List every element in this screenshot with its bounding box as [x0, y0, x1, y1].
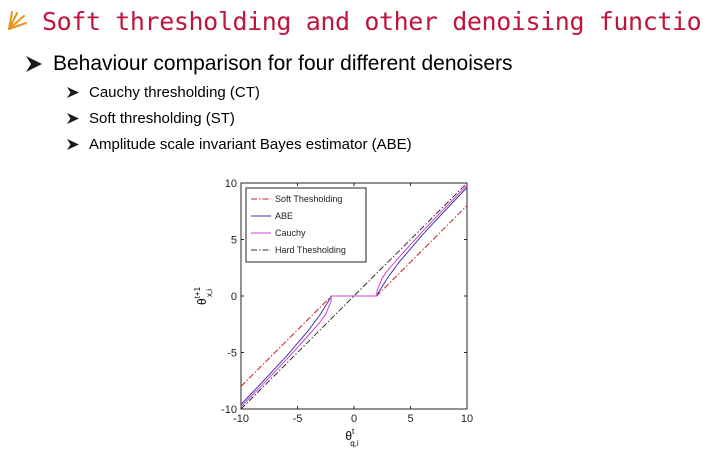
sparkle-icon — [8, 11, 27, 30]
y-tick-label: 0 — [231, 291, 237, 303]
legend-label: ABE — [275, 211, 293, 221]
x-tick-label: -5 — [293, 413, 303, 425]
main-bullet-text: Behaviour comparison for four different … — [53, 52, 513, 75]
x-axis-label: θt q,i — [345, 427, 359, 448]
y-axis-label: θt+1 x,i — [193, 286, 214, 305]
legend-label: Soft Thesholding — [275, 194, 342, 204]
slide-title: Soft thresholding and other denoising fu… — [42, 6, 703, 36]
legend-label: Hard Thesholding — [275, 245, 346, 255]
x-tick-label: 0 — [351, 413, 357, 425]
sub-bullet-text-2: Soft thresholding (ST) — [89, 110, 235, 127]
title-row: Soft thresholding and other denoising fu… — [6, 4, 703, 38]
denoiser-chart: -10 -5 0 5 10 -10 -5 0 5 10 Soft Thesholding ABE Ca… — [193, 178, 473, 448]
legend-label: Cauchy — [275, 228, 306, 238]
y-tick-label: 5 — [231, 235, 237, 247]
arrow-bullet-icon — [67, 87, 79, 98]
arrow-bullet-icon — [67, 113, 79, 124]
legend: Soft Thesholding ABE Cauchy Hard Thesholdin… — [245, 187, 367, 263]
x-tick-label: -10 — [233, 413, 249, 425]
x-tick-label: 10 — [461, 413, 473, 425]
series-line-3 — [240, 184, 468, 408]
arrow-bullet-icon — [26, 56, 42, 72]
legend-box — [245, 187, 367, 263]
main-bullet: Behaviour comparison for four different … — [24, 52, 513, 76]
sub-bullet-3: Amplitude scale invariant Bayes estimato… — [66, 136, 412, 153]
y-tick-label: -10 — [221, 404, 237, 416]
series-line-4 — [240, 182, 468, 410]
y-tick-label: -5 — [227, 348, 237, 360]
sub-bullet-text-3: Amplitude scale invariant Bayes estimato… — [89, 136, 412, 153]
x-tick-label: 5 — [407, 413, 413, 425]
arrow-bullet-icon — [67, 139, 79, 150]
y-tick-label: 10 — [225, 178, 237, 190]
sub-bullet-1: Cauchy thresholding (CT) — [66, 84, 260, 101]
sub-bullet-2: Soft thresholding (ST) — [66, 110, 235, 127]
sub-bullet-text-1: Cauchy thresholding (CT) — [89, 84, 260, 101]
series-lines — [240, 182, 468, 410]
